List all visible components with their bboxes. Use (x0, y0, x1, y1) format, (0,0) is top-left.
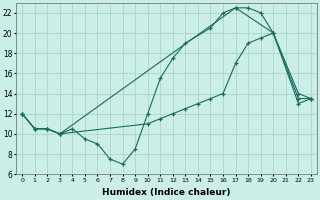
X-axis label: Humidex (Indice chaleur): Humidex (Indice chaleur) (102, 188, 231, 197)
